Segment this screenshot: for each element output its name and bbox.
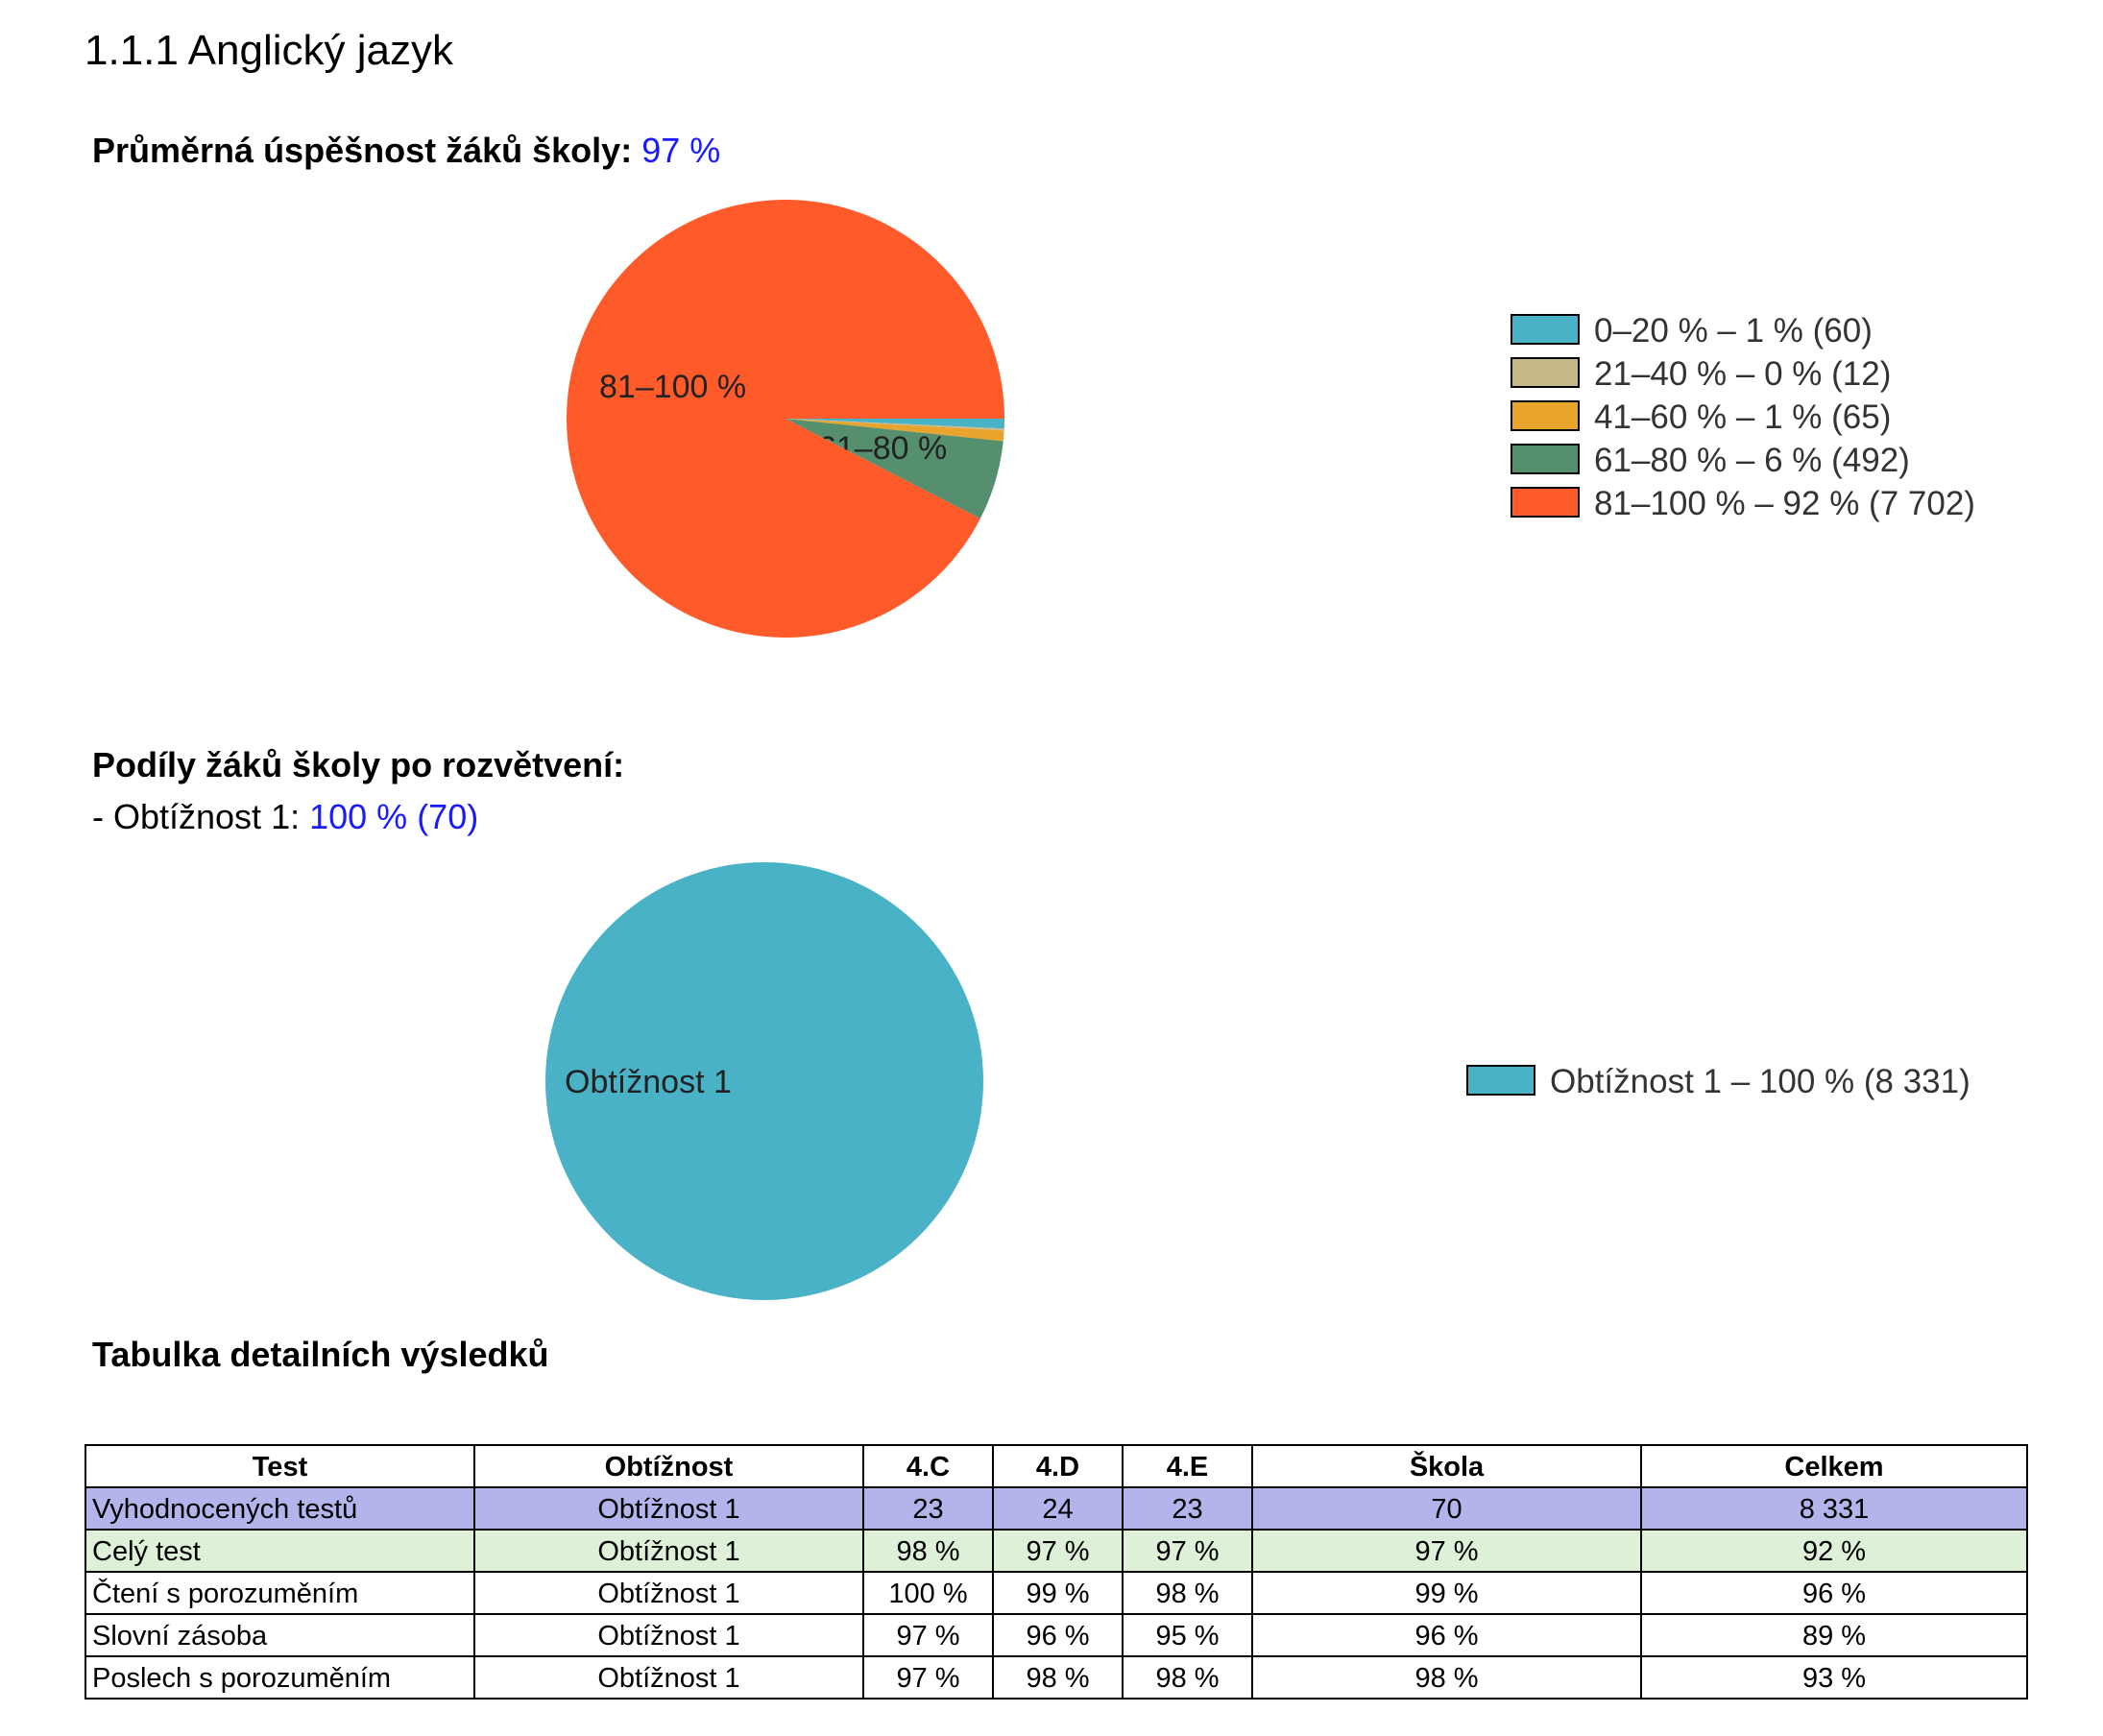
column-header-class-4c: 4.C [862, 1444, 994, 1488]
table-cell: 100 % [862, 1571, 994, 1615]
table-cell: 97 % [1122, 1529, 1253, 1573]
pie-slice [786, 419, 1004, 442]
table-cell: 96 % [1640, 1571, 2028, 1615]
table-cell: Celý test [85, 1529, 475, 1573]
table-cell: 99 % [992, 1571, 1124, 1615]
branch-shares-heading: Podíly žáků školy po rozvětvení: [92, 745, 625, 784]
average-success-value: 97 % [641, 131, 721, 170]
table-cell: 93 % [1640, 1655, 2028, 1700]
column-header-school: Škola [1251, 1444, 1642, 1488]
slice-label: Obtížnost 1 [565, 1064, 732, 1100]
table-cell: 98 % [1122, 1571, 1253, 1615]
table-cell: Vyhodnocených testů [85, 1486, 475, 1531]
table-cell: Obtížnost 1 [473, 1486, 864, 1531]
pie-slice [786, 419, 1003, 519]
table-cell: 97 % [992, 1529, 1124, 1573]
table-cell: 24 [992, 1486, 1124, 1531]
table-cell: Obtížnost 1 [473, 1613, 864, 1657]
table-cell: 98 % [1122, 1655, 1253, 1700]
table-cell: 23 [862, 1486, 994, 1531]
table-cell: 23 [1122, 1486, 1253, 1531]
slice-label: 81–100 % [599, 369, 746, 405]
table-cell: 96 % [992, 1613, 1124, 1657]
detail-table-heading: Tabulka detailních výsledků [92, 1335, 549, 1374]
column-header-total: Celkem [1640, 1444, 2028, 1488]
pie-slice [786, 419, 1004, 429]
detailed-results-table: Test Obtížnost 4.C 4.D 4.E Škola Celkem … [85, 1444, 2028, 1700]
legend-swatch [1511, 314, 1580, 345]
table-row: Celý test Obtížnost 1 98 % 97 % 97 % 97 % 92 % [85, 1529, 2028, 1573]
legend-entry: 41–60 % – 1 % (65) [1594, 398, 1891, 436]
table-cell: 98 % [992, 1655, 1124, 1700]
table-cell: Čtení s porozuměním [85, 1571, 475, 1615]
pie-slice [545, 862, 983, 1300]
table-row: Vyhodnocených testů Obtížnost 1 23 24 23 70 8 … [85, 1486, 2028, 1531]
table-cell: Obtížnost 1 [473, 1529, 864, 1573]
pie-slice [786, 419, 1004, 431]
column-header-test: Test [85, 1444, 475, 1488]
column-header-class-4e: 4.E [1122, 1444, 1253, 1488]
table-cell: 8 331 [1640, 1486, 2028, 1531]
column-header-difficulty: Obtížnost [473, 1444, 864, 1488]
branch-shares-item: - Obtížnost 1: 100 % (70) [92, 797, 478, 837]
table-cell: 97 % [1251, 1529, 1642, 1573]
legend-entry: 21–40 % – 0 % (12) [1594, 355, 1891, 393]
section-title: 1.1.1 Anglický jazyk [85, 27, 453, 74]
table-row: Poslech s porozuměním Obtížnost 1 97 % 98 %… [85, 1655, 2028, 1700]
table-cell: Obtížnost 1 [473, 1571, 864, 1615]
table-cell: 92 % [1640, 1529, 2028, 1573]
table-cell: 98 % [1251, 1655, 1642, 1700]
table-row: Slovní zásoba Obtížnost 1 97 % 96 % 95 % 96 %… [85, 1613, 2028, 1657]
pie-slice [567, 200, 1004, 639]
branch-shares-item-label: - Obtížnost 1: [92, 797, 301, 836]
legend-swatch [1511, 400, 1580, 431]
legend-swatch [1466, 1065, 1535, 1096]
table-cell: Slovní zásoba [85, 1613, 475, 1657]
table-cell: 99 % [1251, 1571, 1642, 1615]
average-success-label: Průměrná úspěšnost žáků školy: [92, 131, 633, 170]
table-cell: 70 [1251, 1486, 1642, 1531]
table-header-row: Test Obtížnost 4.C 4.D 4.E Škola Celkem [85, 1444, 2028, 1488]
legend-swatch [1511, 487, 1580, 518]
legend-swatch [1511, 444, 1580, 474]
table-cell: 96 % [1251, 1613, 1642, 1657]
table-cell: 98 % [862, 1529, 994, 1573]
average-success-line: Průměrná úspěšnost žáků školy: 97 % [92, 131, 720, 171]
legend-entry: 81–100 % – 92 % (7 702) [1594, 485, 1975, 522]
table-cell: 97 % [862, 1613, 994, 1657]
legend-swatch [1511, 357, 1580, 388]
table-cell: Poslech s porozuměním [85, 1655, 475, 1700]
table-cell: 95 % [1122, 1613, 1253, 1657]
difficulty-shares-pie-chart: Obtížnost 1 Obtížnost 1 – 100 % (8 331) [545, 862, 1970, 1300]
table-cell: Obtížnost 1 [473, 1655, 864, 1700]
table-cell: 89 % [1640, 1613, 2028, 1657]
success-distribution-pie-chart: 61–80 %81–100 %0–20 % – 1 % (60)21–40 % … [567, 200, 1975, 639]
legend-entry: Obtížnost 1 – 100 % (8 331) [1550, 1063, 1970, 1100]
legend-entry: 61–80 % – 6 % (492) [1594, 442, 1910, 479]
table-row: Čtení s porozuměním Obtížnost 1 100 % 99 % 9… [85, 1571, 2028, 1615]
legend-entry: 0–20 % – 1 % (60) [1594, 312, 1873, 350]
branch-shares-item-value: 100 % (70) [309, 797, 479, 836]
column-header-class-4d: 4.D [992, 1444, 1124, 1488]
table-cell: 97 % [862, 1655, 994, 1700]
